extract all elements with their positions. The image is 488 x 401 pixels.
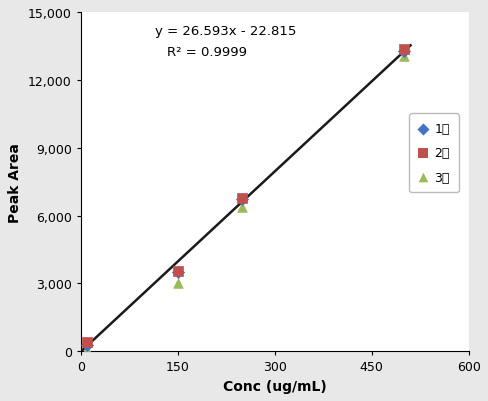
- 3차: [174, 280, 182, 286]
- 1차: [238, 196, 246, 203]
- 2차: [174, 268, 182, 274]
- Legend: 1차, 2차, 3차: 1차, 2차, 3차: [408, 114, 458, 193]
- 3차: [83, 347, 91, 353]
- Y-axis label: Peak Area: Peak Area: [8, 142, 22, 222]
- 1차: [83, 342, 91, 348]
- Text: R² = 0.9999: R² = 0.9999: [166, 46, 246, 59]
- 2차: [238, 195, 246, 201]
- 2차: [83, 339, 91, 345]
- 2차: [399, 47, 407, 53]
- 3차: [399, 53, 407, 60]
- 1차: [399, 49, 407, 55]
- Text: y = 26.593x - 22.815: y = 26.593x - 22.815: [155, 24, 296, 38]
- 3차: [238, 204, 246, 211]
- 1차: [174, 269, 182, 276]
- X-axis label: Conc (ug/mL): Conc (ug/mL): [223, 379, 326, 393]
